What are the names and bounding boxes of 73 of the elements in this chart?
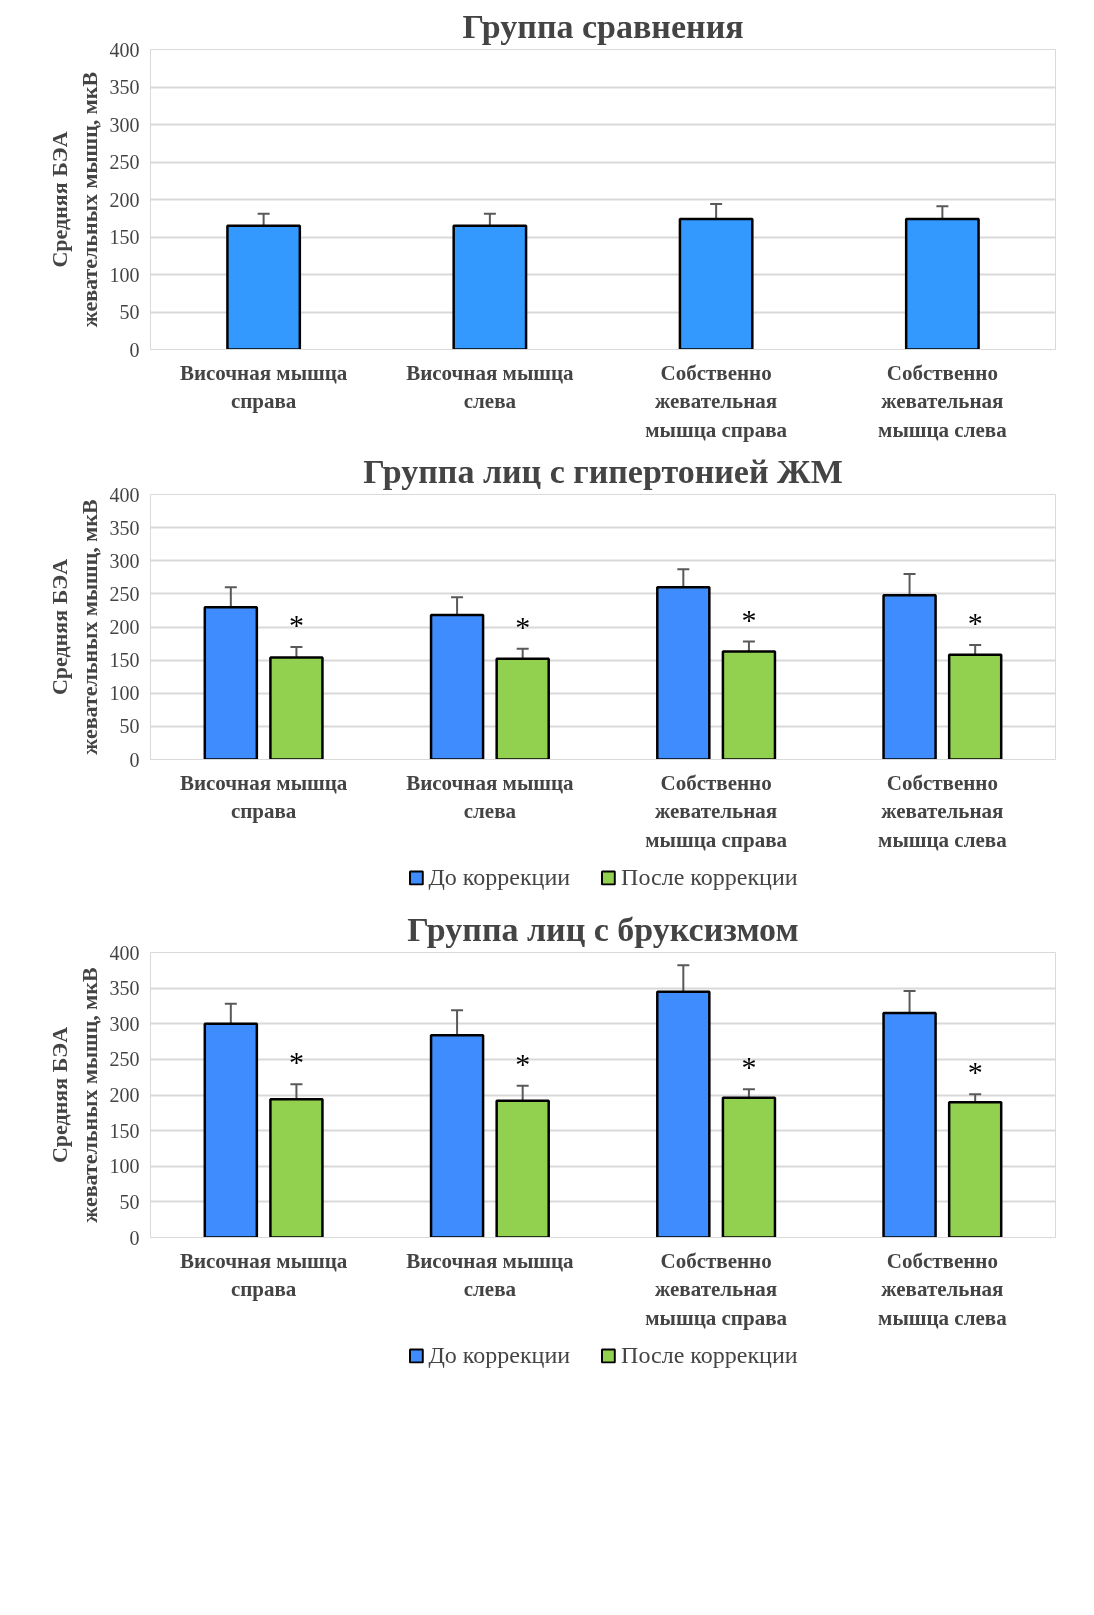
x-tick-label: Собственно жевательная мышца слева <box>878 770 1008 853</box>
legend-label: После коррекции <box>621 863 798 891</box>
y-tick-label: 50 <box>119 1190 140 1213</box>
x-tick-label: Височная мышца слева <box>406 360 575 414</box>
bar <box>203 605 259 760</box>
y-tick-label: 350 <box>109 977 140 1000</box>
annotation: * <box>741 602 757 636</box>
y-tick-label: 400 <box>109 941 140 964</box>
annotation: * <box>967 1055 983 1089</box>
chart-title: Группа сравнения <box>462 7 744 45</box>
y-tick-label: 250 <box>109 1048 140 1071</box>
y-tick-label: 300 <box>109 113 140 136</box>
annotation: * <box>967 605 983 639</box>
x-tick-label: Височная мышца справа <box>179 360 348 414</box>
bar <box>269 1098 324 1238</box>
bar <box>882 1011 937 1238</box>
annotation: * <box>515 609 531 643</box>
bar <box>495 1099 550 1238</box>
y-tick-label: 200 <box>109 1084 140 1106</box>
x-tick-label: Височная мышца слева <box>406 770 575 824</box>
x-tick-label: Собственно жевательная мышца слева <box>878 360 1008 443</box>
y-tick-label: 100 <box>109 263 140 286</box>
bar <box>269 656 324 760</box>
x-tick-label: Височная мышца слева <box>406 1248 575 1302</box>
x-tick-label: Собственно жевательная мышца справа <box>645 1248 788 1331</box>
bar <box>656 586 711 760</box>
y-tick-label: 0 <box>129 338 140 361</box>
x-tick-label: Собственно жевательная мышца справа <box>645 770 788 853</box>
y-tick-label: 250 <box>109 151 140 173</box>
x-tick-label: Височная мышца справа <box>179 770 348 824</box>
bar <box>429 613 485 760</box>
legend-label: До коррекции <box>428 1341 571 1369</box>
x-tick-label: Собственно жевательная мышца слева <box>878 1248 1008 1331</box>
y-tick-label: 300 <box>109 549 140 572</box>
y-tick-label: 0 <box>129 1226 140 1249</box>
bar <box>721 1096 777 1238</box>
annotation: * <box>288 607 304 641</box>
y-tick-label: 100 <box>109 1155 140 1178</box>
y-tick-label: 250 <box>109 582 140 605</box>
y-tick-label: 0 <box>129 748 140 771</box>
y-tick-label: 150 <box>109 226 140 248</box>
y-tick-label: 400 <box>109 38 140 61</box>
bar <box>882 593 937 760</box>
annotation: * <box>288 1045 304 1079</box>
y-tick-label: 100 <box>109 682 140 705</box>
chart-title: Группа лиц с бруксизмом <box>407 910 799 948</box>
y-tick-label: 150 <box>109 1119 140 1142</box>
y-tick-label: 400 <box>109 483 140 506</box>
x-tick-label: Собственно жевательная мышца справа <box>645 360 788 443</box>
bar <box>947 653 1003 760</box>
y-tick-label: 150 <box>109 649 140 672</box>
y-tick-label: 350 <box>109 76 140 98</box>
bar <box>947 1100 1003 1238</box>
bar <box>721 650 777 760</box>
legend-label: До коррекции <box>428 863 571 891</box>
annotation: * <box>741 1050 757 1084</box>
bar <box>495 657 550 760</box>
bar <box>203 1022 259 1238</box>
legend-label: После коррекции <box>621 1341 798 1369</box>
y-tick-label: 50 <box>119 301 140 323</box>
y-tick-label: 200 <box>109 188 140 211</box>
bar <box>429 1033 485 1238</box>
y-tick-label: 350 <box>109 516 140 539</box>
y-axis-title: Средняя БЭА жевательных мышц, мкВ <box>46 498 102 755</box>
y-tick-label: 300 <box>109 1012 140 1035</box>
chart-title: Группа лиц с гипертонией ЖМ <box>363 452 843 490</box>
x-tick-label: Височная мышца справа <box>179 1248 348 1302</box>
y-tick-label: 200 <box>109 616 140 638</box>
bar <box>656 990 711 1238</box>
y-tick-label: 50 <box>119 715 140 738</box>
y-axis-title: Средняя БЭА жевательных мышц, мкВ <box>46 966 102 1223</box>
annotation: * <box>515 1046 531 1080</box>
y-axis-title: Средняя БЭА жевательных мышц, мкВ <box>46 71 102 328</box>
